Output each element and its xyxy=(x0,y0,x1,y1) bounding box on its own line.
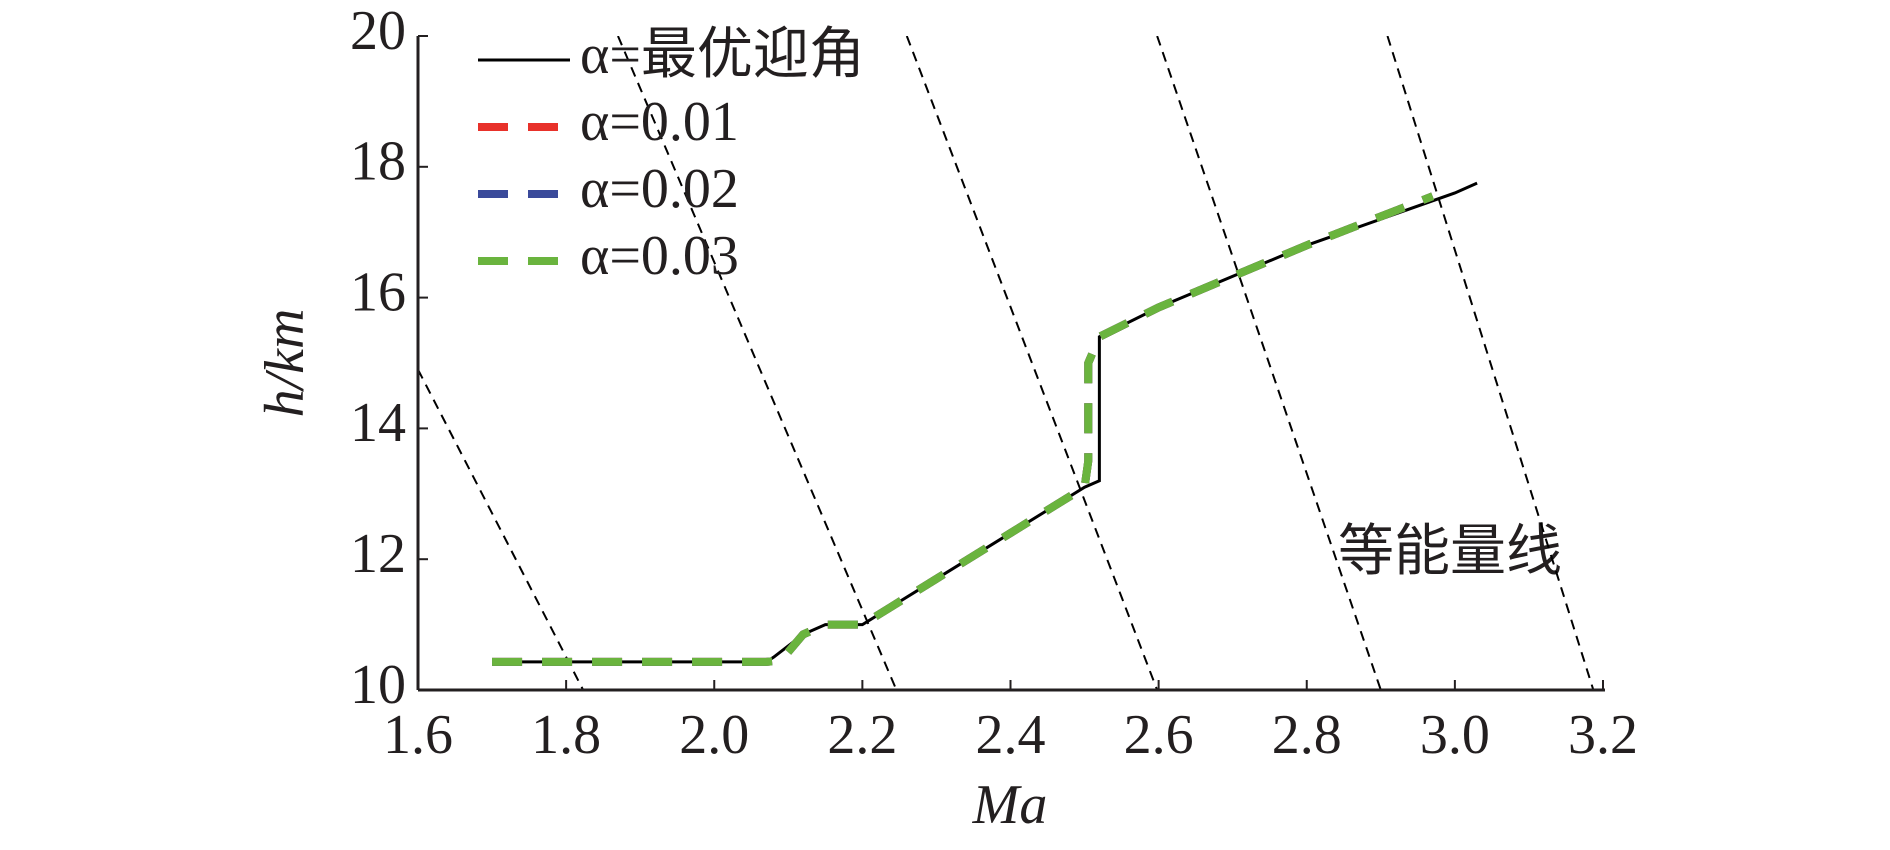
energy-line xyxy=(1386,36,1595,690)
x-tick-label: 2.0 xyxy=(679,704,749,766)
x-tick-label: 2.6 xyxy=(1124,704,1194,766)
x-tick-label: 2.4 xyxy=(976,704,1046,766)
y-tick-label: 10 xyxy=(350,654,406,716)
x-tick-label: 1.8 xyxy=(531,704,601,766)
energy-line xyxy=(1156,36,1382,690)
energy-line xyxy=(418,369,585,690)
x-tick-label: 2.2 xyxy=(827,704,897,766)
series-line xyxy=(492,192,1435,666)
y-tick-label: 14 xyxy=(350,392,406,454)
legend-label: α=0.02 xyxy=(580,158,739,220)
legend-label: α=0.03 xyxy=(580,225,739,287)
y-axis-label: h/km xyxy=(254,309,316,418)
x-axis-label: Ma xyxy=(972,774,1048,836)
x-tick-label: 3.2 xyxy=(1568,704,1638,766)
y-tick-label: 20 xyxy=(350,0,406,62)
y-tick-label: 16 xyxy=(350,261,406,323)
y-tick-label: 18 xyxy=(350,131,406,193)
legend-label: α=最优迎角 xyxy=(580,24,865,86)
y-tick-label: 12 xyxy=(350,523,406,585)
x-tick-label: 3.0 xyxy=(1420,704,1490,766)
annotation: 等能量线 xyxy=(1338,521,1562,583)
energy-line xyxy=(905,36,1159,690)
legend-label: α=0.01 xyxy=(580,91,739,153)
x-tick-label: 1.6 xyxy=(383,704,453,766)
x-tick-label: 2.8 xyxy=(1272,704,1342,766)
